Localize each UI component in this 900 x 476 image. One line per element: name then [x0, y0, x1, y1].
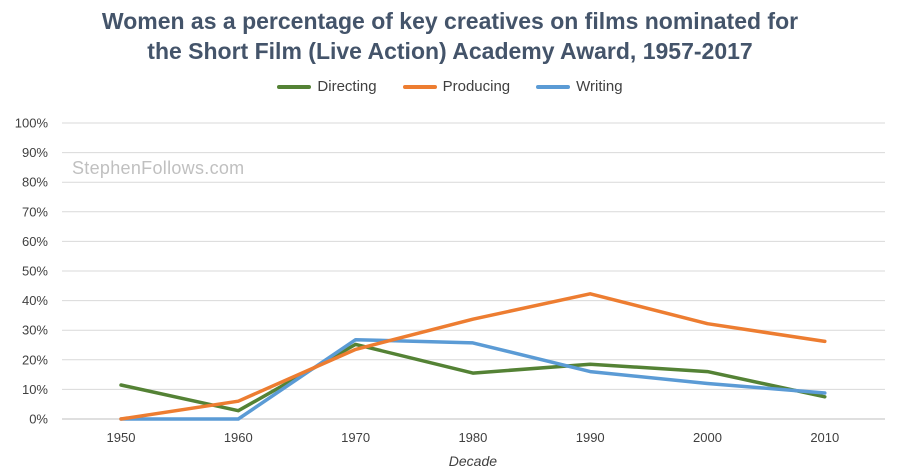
y-tick-label: 20%	[22, 352, 48, 367]
legend-item-writing: Writing	[536, 78, 623, 95]
series-line-writing	[119, 337, 827, 421]
x-tick-label: 1990	[576, 430, 605, 445]
y-tick-label: 90%	[22, 145, 48, 160]
chart-title-line-1: Women as a percentage of key creatives o…	[101, 8, 799, 34]
x-tick-label: 1960	[224, 430, 253, 445]
legend-item-producing: Producing	[402, 78, 511, 95]
series-line-directing	[119, 342, 827, 413]
y-tick-label: 40%	[22, 293, 48, 308]
y-tick-label: 100%	[15, 116, 49, 131]
y-tick-label: 70%	[22, 204, 48, 219]
legend-label-producing: Producing	[442, 78, 511, 95]
legend-label-writing: Writing	[576, 78, 623, 95]
legend-swatch-producing	[402, 84, 437, 89]
legend-swatch-directing	[277, 84, 312, 89]
y-tick-label: 10%	[22, 382, 48, 397]
x-tick-label: 2000	[693, 430, 722, 445]
y-tick-label: 60%	[22, 234, 48, 249]
x-tick-label: 2010	[810, 430, 839, 445]
chart-title-line-2: the Short Film (Live Action) Academy Awa…	[147, 38, 753, 64]
chart-legend: Directing Producing Writing	[0, 78, 900, 95]
legend-label-directing: Directing	[317, 78, 377, 95]
legend-item-directing: Directing	[277, 78, 377, 95]
series-line-producing	[119, 292, 827, 421]
x-tick-label: 1950	[107, 430, 136, 445]
y-tick-label: 50%	[22, 264, 48, 279]
y-tick-label: 0%	[29, 412, 48, 427]
y-tick-label: 80%	[22, 175, 48, 190]
watermark-text: StephenFollows.com	[72, 158, 245, 178]
legend-swatch-writing	[536, 84, 571, 89]
x-axis-title: Decade	[449, 453, 497, 469]
x-tick-label: 1980	[458, 430, 487, 445]
y-tick-label: 30%	[22, 323, 48, 338]
x-tick-label: 1970	[341, 430, 370, 445]
